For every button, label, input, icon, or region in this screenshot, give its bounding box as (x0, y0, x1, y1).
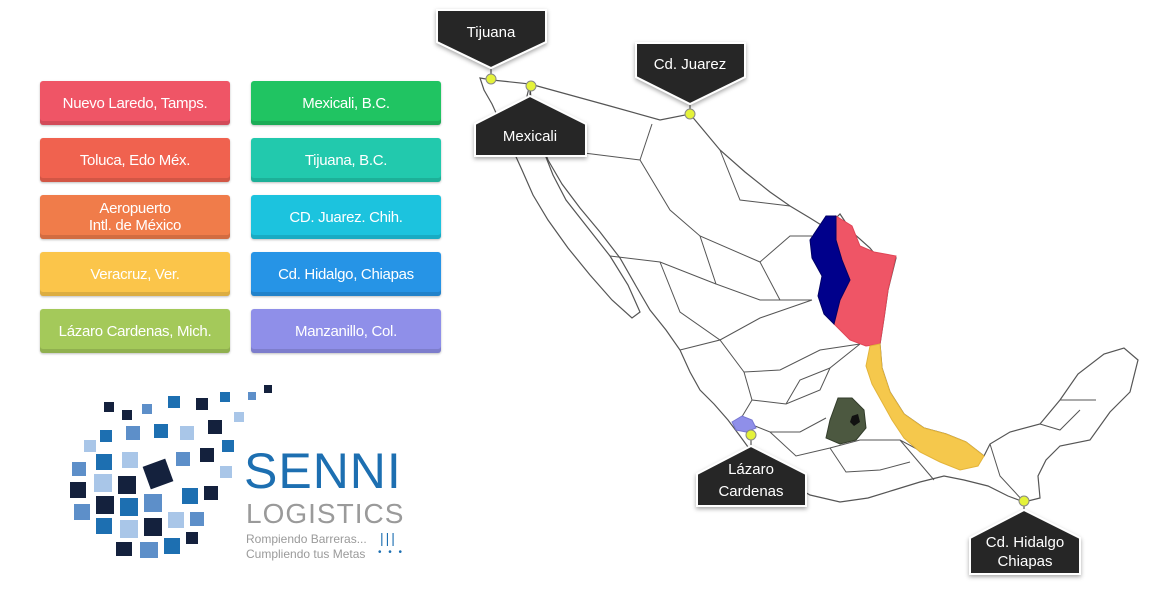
callout-lazaro-label-2: Cardenas (718, 483, 783, 500)
logo-subtitle: LOGISTICS (246, 498, 405, 529)
button-cd-hidalgo[interactable]: Cd. Hidalgo, Chiapas (251, 252, 441, 296)
button-toluca[interactable]: Toluca, Edo Méx. (40, 138, 230, 182)
marker-mexicali[interactable] (525, 80, 537, 92)
callout-cd-hidalgo[interactable]: Cd. Hidalgo Chiapas (969, 508, 1081, 575)
button-tijuana[interactable]: Tijuana, B.C. (251, 138, 441, 182)
callout-hidalgo-label-2: Chiapas (997, 553, 1052, 570)
button-cd-juarez[interactable]: CD. Juarez. Chih. (251, 195, 441, 239)
marker-cd-juarez[interactable] (684, 108, 696, 120)
logo-title: SENNI (244, 443, 402, 499)
logo-bar-mark-icon: ||| (380, 530, 397, 546)
location-markers (485, 73, 1030, 507)
button-mexicali[interactable]: Mexicali, B.C. (251, 81, 441, 125)
callout-lazaro-cardenas[interactable]: Lázaro Cardenas (696, 444, 807, 507)
logo-tagline-2: Cumpliendo tus Metas (246, 547, 366, 561)
button-nuevo-laredo[interactable]: Nuevo Laredo, Tamps. (40, 81, 230, 125)
button-manzanillo[interactable]: Manzanillo, Col. (251, 309, 441, 353)
callout-tijuana[interactable]: Tijuana (436, 9, 547, 70)
callout-cd-juarez-label: Cd. Juarez (654, 56, 727, 73)
callout-mexicali[interactable]: Mexicali (474, 94, 587, 157)
state-borders (559, 123, 1096, 503)
callout-lazaro-label-1: Lázaro (728, 461, 774, 478)
marker-lazaro-cardenas[interactable] (745, 429, 757, 441)
marker-tijuana[interactable] (485, 73, 497, 85)
region-cdmx (850, 414, 860, 426)
logo-globe-icon (70, 385, 272, 558)
button-veracruz[interactable]: Veracruz, Ver. (40, 252, 230, 296)
marker-cd-hidalgo[interactable] (1018, 495, 1030, 507)
region-estado-mexico (825, 397, 867, 445)
button-aeropuerto[interactable]: Aeropuerto Intl. de México (40, 195, 230, 239)
region-colima (731, 415, 757, 433)
callout-mexicali-label: Mexicali (503, 128, 557, 145)
logo-dots-mark-icon: • • • (378, 547, 405, 558)
region-nuevo-leon (809, 215, 851, 325)
region-veracruz (865, 343, 985, 471)
logo-tagline-1: Rompiendo Barreras... (246, 532, 367, 546)
callout-hidalgo-label-1: Cd. Hidalgo (986, 534, 1064, 551)
callout-cd-juarez[interactable]: Cd. Juarez (635, 42, 746, 106)
button-lazaro-cardenas[interactable]: Lázaro Cardenas, Mich. (40, 309, 230, 353)
callout-tijuana-label: Tijuana (467, 24, 516, 41)
